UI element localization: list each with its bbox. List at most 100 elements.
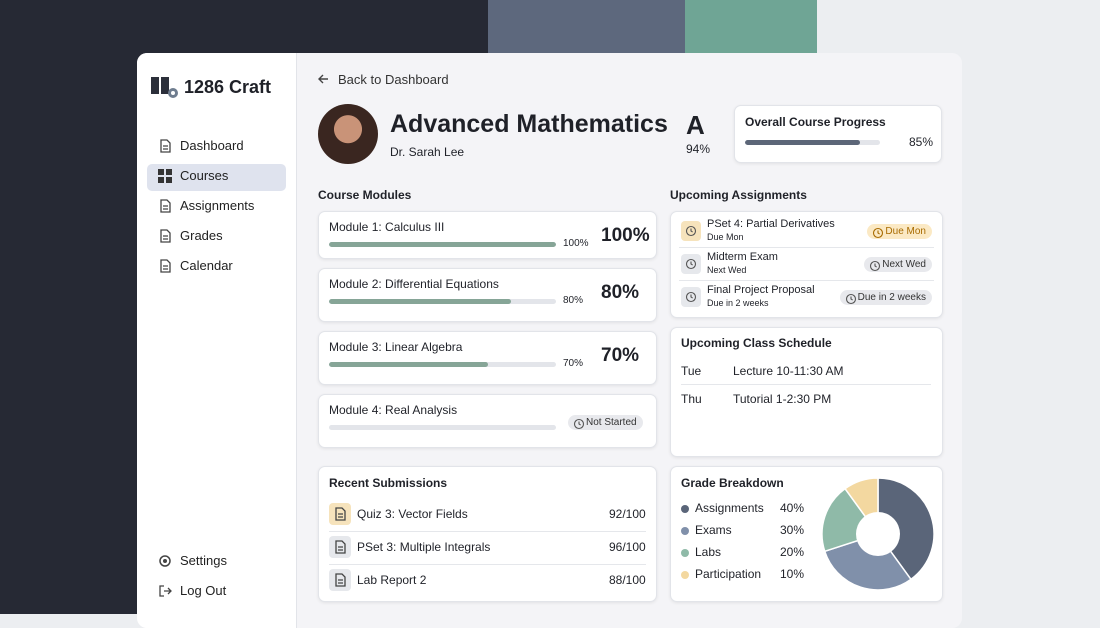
- section-title: Course Modules: [318, 188, 412, 202]
- separator: [679, 247, 934, 248]
- icon: [335, 573, 346, 587]
- pie-slice: [877, 477, 935, 581]
- back-link[interactable]: Back to Dashboard: [338, 72, 449, 87]
- icon: [159, 555, 171, 567]
- icon: [158, 169, 172, 183]
- module-card: Module 3: Linear Algebra 70% 70%: [318, 331, 657, 385]
- legend-label: Exams: [695, 523, 732, 537]
- assignment-name[interactable]: PSet 4: Partial Derivatives: [707, 218, 835, 230]
- legend-dot: [681, 571, 689, 579]
- legend-dot: [681, 549, 689, 557]
- legend-label: Labs: [695, 545, 722, 559]
- icon: [573, 418, 585, 430]
- page: 1286 Craft Dashboard Courses Assignments Gra…: [0, 0, 943, 628]
- icon: [151, 77, 178, 98]
- icon: [160, 139, 171, 153]
- module-percent: 70%: [563, 358, 584, 369]
- card-title: Recent Submissions: [329, 476, 448, 490]
- backdrop: [488, 0, 685, 55]
- icon: [159, 585, 172, 597]
- icon: [685, 291, 697, 303]
- nav-item[interactable]: Settings: [180, 553, 227, 568]
- module-percent-big: 70%: [601, 345, 640, 366]
- legend-value: 20%: [780, 545, 805, 559]
- module-percent-big: 100%: [601, 225, 650, 246]
- module-card: Module 4: Real Analysis Not Started: [318, 394, 657, 448]
- due-badge: Due in 2 weeks: [839, 290, 932, 305]
- icon: [873, 227, 884, 239]
- schedule-day: Tue: [681, 364, 702, 378]
- icon: [160, 259, 171, 273]
- status-badge: Not Started: [568, 415, 643, 430]
- nav-item[interactable]: Log Out: [180, 583, 227, 598]
- icon: [845, 293, 856, 305]
- nav-item[interactable]: Calendar: [180, 258, 233, 273]
- legend-label: Assignments: [695, 501, 764, 515]
- assignment-due: Due in 2 weeks: [707, 298, 769, 308]
- module-card: Module 2: Differential Equations 80% 80%: [318, 268, 657, 322]
- course-title: Advanced Mathematics: [390, 110, 668, 138]
- submission-name[interactable]: PSet 3: Multiple Integrals: [357, 540, 491, 554]
- module-name: Module 3: Linear Algebra: [329, 340, 463, 354]
- module-name: Module 1: Calculus III: [329, 220, 445, 234]
- assignment-name[interactable]: Final Project Proposal: [707, 284, 815, 296]
- grade-percent: 94%: [686, 142, 711, 156]
- due-badge: Next Wed: [864, 257, 932, 272]
- legend-label: Participation: [695, 567, 762, 581]
- module-fill: [329, 299, 511, 304]
- pie-hole: [856, 512, 900, 556]
- submission-score: 92/100: [609, 507, 646, 521]
- module-track: [329, 299, 556, 304]
- progress-card: Overall Course Progress 85%: [734, 105, 942, 163]
- icon: [685, 258, 697, 270]
- submission-score: 88/100: [609, 573, 646, 587]
- legend-value: 40%: [780, 501, 805, 515]
- section-title: Upcoming Assignments: [670, 188, 807, 202]
- icon: [335, 540, 346, 554]
- legend-dot: [681, 505, 689, 513]
- submission-name[interactable]: Lab Report 2: [357, 573, 427, 587]
- submissions-card: Recent Submissions Quiz 3: Vector Fields 9…: [318, 466, 657, 602]
- progress-fill: [745, 140, 860, 145]
- backdrop: [685, 0, 817, 55]
- icon: [160, 199, 171, 213]
- icon: [318, 74, 328, 84]
- module-percent: 100%: [563, 238, 589, 249]
- legend-value: 30%: [780, 523, 805, 537]
- module-percent-big: 80%: [601, 282, 640, 303]
- nav-item[interactable]: Assignments: [180, 198, 255, 213]
- icon: [685, 225, 697, 237]
- schedule-event: Lecture 10-11:30 AM: [733, 364, 844, 378]
- module-card: Module 1: Calculus III 100% 100%: [318, 211, 657, 259]
- module-track: [329, 425, 556, 430]
- module-percent: 80%: [563, 295, 584, 306]
- legend-value: 10%: [780, 567, 805, 581]
- separator: [329, 564, 646, 565]
- grade-card: Grade Breakdown Assignments 40% Exams 30% Lab…: [670, 466, 943, 602]
- nav-item[interactable]: Grades: [180, 228, 223, 243]
- separator: [679, 280, 934, 281]
- progress-label: 85%: [909, 135, 934, 149]
- pie-chart: [821, 477, 935, 591]
- icon: [335, 507, 346, 521]
- avatar: [318, 104, 378, 164]
- submission-name[interactable]: Quiz 3: Vector Fields: [357, 507, 468, 521]
- separator: [329, 531, 646, 532]
- module-fill: [329, 242, 556, 247]
- schedule-day: Thu: [681, 392, 702, 406]
- due-badge: Due Mon: [867, 224, 932, 239]
- module-track: [329, 242, 556, 247]
- icon: [870, 260, 881, 272]
- module-track: [329, 362, 556, 367]
- nav-item[interactable]: Dashboard: [180, 138, 244, 153]
- legend-dot: [681, 527, 689, 535]
- module-name: Module 2: Differential Equations: [329, 277, 499, 291]
- nav-item[interactable]: Courses: [180, 168, 229, 183]
- instructor: Dr. Sarah Lee: [390, 145, 465, 159]
- assignment-name[interactable]: Midterm Exam: [707, 251, 778, 263]
- progress-track: [745, 140, 880, 145]
- assignment-due: Due Mon: [707, 232, 744, 242]
- brand: 1286 Craft: [184, 77, 272, 97]
- icon: [160, 229, 171, 243]
- grade-letter: A: [686, 110, 705, 140]
